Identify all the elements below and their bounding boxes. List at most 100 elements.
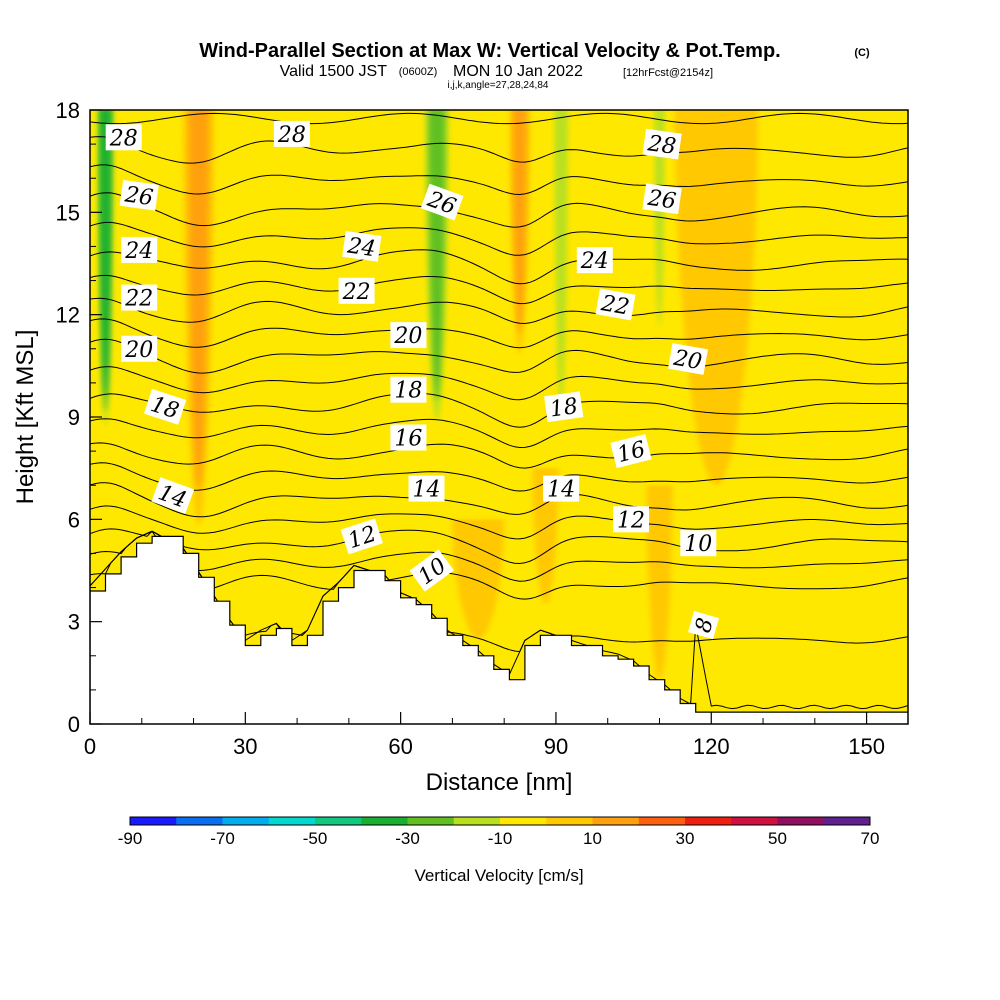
theta-label-box	[143, 388, 187, 425]
svg-text:[12hrFcst@2154z]: [12hrFcst@2154z]	[623, 67, 713, 79]
theta-label-box	[668, 343, 708, 375]
theta-label-box	[340, 518, 383, 555]
theta-label-14: 14	[543, 475, 580, 503]
theta-label-box	[576, 247, 613, 274]
theta-label-box	[338, 277, 375, 304]
theta-label-box	[105, 124, 142, 151]
theta-label-box	[119, 179, 159, 211]
theta-label-box	[642, 183, 682, 215]
colorbar-tick-label: 70	[861, 829, 880, 848]
updraft-band-1-level-1	[513, 110, 527, 334]
theta-contour-18	[90, 392, 908, 428]
theta-label-text: 10	[684, 532, 712, 557]
theta-label-20: 20	[121, 335, 158, 363]
theta-label-text: 14	[547, 478, 575, 503]
theta-label-box	[121, 284, 158, 311]
theta-contour-25	[90, 221, 908, 256]
chart-indices: i,j,k,angle=27,28,24,84	[448, 80, 549, 91]
theta-label-box	[409, 549, 454, 592]
x-axis: 0 30 60 90 120 150	[84, 712, 885, 759]
y-tick-label: 3	[68, 610, 80, 635]
theta-label-24: 24	[342, 231, 382, 262]
colorbar-tick-label: 30	[676, 829, 695, 848]
theta-label-text: 24	[580, 249, 609, 274]
x-axis-label: Distance [nm]	[426, 769, 573, 796]
colorbar-swatch-20	[638, 817, 686, 825]
colorbar-swatch--30	[407, 817, 455, 825]
theta-label-box	[273, 120, 310, 147]
theta-label-text: 20	[671, 346, 704, 376]
colorbar-swatch--50	[315, 817, 362, 825]
theta-contour-14	[90, 482, 908, 518]
theta-label-text: 18	[548, 394, 579, 423]
theta-label-text: 16	[394, 427, 422, 452]
theta-label-24: 24	[121, 236, 158, 264]
colorbar-tick-label: -30	[395, 829, 420, 848]
theta-label-18: 18	[390, 376, 427, 404]
theta-label-22: 22	[121, 284, 158, 312]
colorbar-swatch--70	[222, 817, 270, 825]
theta-label-text: 28	[109, 126, 138, 151]
colorbar-tick-label: -10	[488, 829, 513, 848]
colorbar-title: Vertical Velocity [cm/s]	[414, 866, 583, 885]
theta-label-box	[408, 475, 445, 502]
theta-contour-21	[90, 318, 908, 349]
colorbar-tick-label: 10	[583, 829, 602, 848]
downdraft-band-3-level-1	[654, 110, 665, 328]
theta-label-text: 24	[345, 233, 377, 262]
theta-contour-12	[90, 528, 908, 565]
colorbar-tick-label: -50	[303, 829, 328, 848]
theta-label-text: 20	[124, 338, 153, 363]
y-tick-label: 9	[68, 405, 80, 430]
velocity-field	[95, 110, 758, 680]
x-tick-label: 120	[693, 734, 730, 759]
colorbar-frame	[129, 816, 871, 826]
svg-text:(0600Z): (0600Z)	[399, 66, 438, 78]
theta-contour-15	[90, 462, 908, 492]
theta-label-text: 22	[124, 287, 153, 312]
theta-label-text: 24	[124, 239, 153, 264]
theta-label-box	[151, 477, 195, 514]
theta-contour-17	[90, 418, 908, 449]
theta-label-12: 12	[613, 506, 649, 533]
x-tick-label: 90	[544, 734, 568, 759]
theta-label-26: 26	[642, 183, 682, 215]
x-tick-label: 60	[388, 734, 412, 759]
theta-label-text: 20	[393, 324, 422, 349]
theta-label-box	[121, 236, 158, 263]
updraft-band-0-level-1	[188, 110, 209, 489]
theta-label-box	[595, 288, 636, 321]
theta-contour-16	[90, 442, 908, 469]
colorbar-swatch-60	[823, 817, 871, 825]
theta-label-26: 26	[119, 179, 159, 211]
theta-label-text: 22	[598, 291, 631, 321]
theta-label-text: 12	[617, 508, 645, 533]
theta-contour-26	[90, 192, 908, 228]
theta-label-text: 14	[413, 478, 441, 503]
y-axis-label: Height [Kft MSL]	[12, 330, 39, 505]
theta-label-8: 8	[687, 610, 720, 640]
theta-contour-11	[90, 530, 908, 582]
theta-label-text: 28	[277, 123, 306, 148]
colorbar-swatch--10	[500, 817, 547, 825]
chart-subtitle: Valid 1500 JST (0600Z) MON 10 Jan 2022 […	[280, 63, 713, 80]
theta-contour-23	[90, 274, 908, 305]
theta-label-box	[390, 322, 427, 349]
theta-contours	[90, 112, 908, 710]
chart-title: Wind-Parallel Section at Max W: Vertical…	[199, 40, 780, 62]
theta-label-18: 18	[143, 388, 187, 425]
terrain	[90, 535, 908, 724]
theta-contour-24	[90, 249, 908, 285]
y-tick-label: 15	[56, 200, 80, 225]
theta-label-box	[121, 335, 158, 362]
theta-label-box	[390, 424, 427, 451]
theta-contour-28	[90, 136, 908, 164]
theta-contour-10	[90, 530, 908, 600]
theta-label-10: 10	[680, 530, 717, 557]
theta-label-box	[342, 231, 382, 262]
theta-contour-29	[90, 112, 908, 125]
theta-label-14: 14	[408, 475, 445, 503]
